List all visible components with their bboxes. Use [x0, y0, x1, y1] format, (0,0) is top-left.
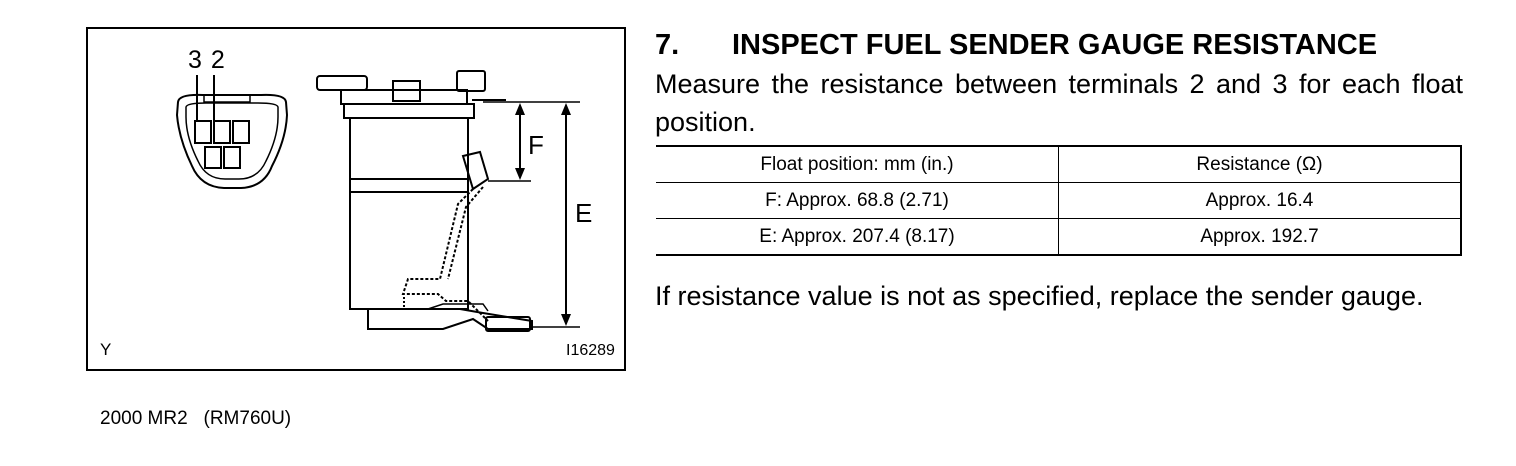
connector-diagram	[175, 75, 289, 189]
table-row: E: Approx. 207.4 (8.17) Approx. 192.7	[656, 218, 1462, 256]
section-number: 7.	[655, 29, 680, 61]
column-header-float-position: Float position: mm (in.)	[656, 145, 1059, 183]
section-heading: 7. INSPECT FUEL SENDER GAUGE RESISTANCE	[655, 27, 1377, 63]
section-title: INSPECT FUEL SENDER GAUGE RESISTANCE	[732, 29, 1378, 61]
table-cell-float-position: E: Approx. 207.4 (8.17)	[656, 218, 1059, 256]
dimension-lines	[483, 101, 580, 328]
table-header-row: Float position: mm (in.) Resistance (Ω)	[656, 145, 1462, 183]
replacement-note: If resistance value is not as specified,…	[655, 281, 1424, 311]
figure-id: I16289	[566, 342, 615, 359]
instruction-text: Measure the resistance between terminals…	[655, 69, 1463, 137]
column-header-resistance: Resistance (Ω)	[1058, 145, 1462, 183]
table-cell-resistance: Approx. 16.4	[1058, 182, 1462, 219]
page-footer: 2000 MR2 (RM760U)	[100, 408, 292, 429]
float-empty-label: E	[575, 198, 593, 228]
sender-gauge-drawing	[316, 70, 533, 332]
table-cell-float-position: F: Approx. 68.8 (2.71)	[656, 182, 1059, 219]
table-cell-resistance: Approx. 192.7	[1058, 218, 1462, 256]
fuel-sender-gauge-figure: 3 2 F E Y I16289	[86, 27, 626, 371]
fuel-sender-gauge-illustration	[175, 70, 580, 332]
resistance-spec-table: Float position: mm (in.) Resistance (Ω) …	[656, 145, 1462, 256]
terminal-labels: 3 2	[188, 46, 226, 74]
figure-corner-mark: Y	[100, 340, 112, 359]
table-row: F: Approx. 68.8 (2.71) Approx. 16.4	[656, 182, 1462, 219]
float-full-label: F	[528, 130, 544, 160]
